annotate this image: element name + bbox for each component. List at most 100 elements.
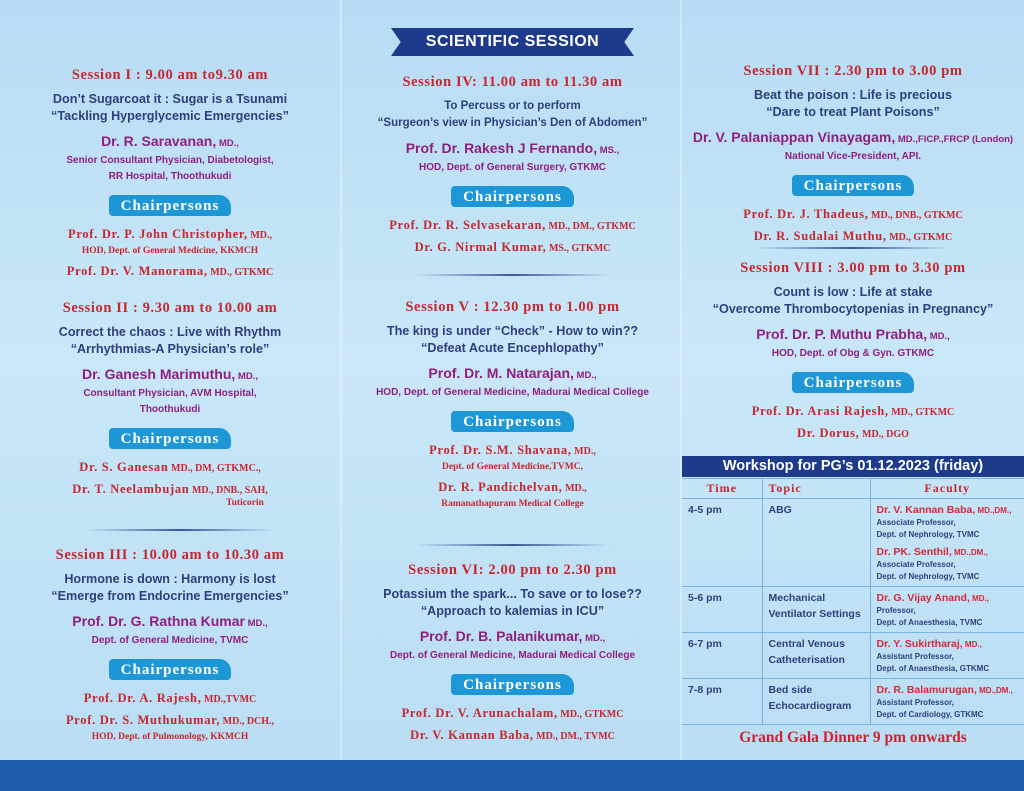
chairperson: Dr. G. Nirmal Kumar, MS., GTKMC [345,239,680,257]
row-time: 5-6 pm [682,586,763,633]
faculty-qualifications: MD.,DM., [976,686,1013,695]
session-block: Session V : 12.30 pm to 1.00 pm The king … [345,298,680,512]
header-faculty: Faculty [870,478,1024,499]
fold-line [340,0,342,760]
speaker-name: Dr. R. Saravanan, MD., [0,132,340,153]
chairperson-qualifications: MD., [247,230,272,241]
session-heading: Session III : 10.00 am to 10.30 am [55,547,285,563]
chairperson-affiliation: Ramanathapuram Medical College [441,499,584,509]
speaker-name-text: Dr. V. Palaniappan Vinayagam, [692,129,896,145]
chairperson: Prof. Dr. S. Muthukumar, MD., DCH., [0,712,340,730]
chairperson-name: Prof. Dr. R. Selvasekaran, [389,218,547,232]
chairperson-qualifications: MD., DNB., SAH, [189,485,268,496]
chairperson-qualifications: MD., DM., TVMC [533,731,615,742]
speaker-qualifications: MD., [216,138,239,149]
chairpersons-label: Chairpersons [108,195,232,216]
speaker-affiliation: HOD, Dept. of Obg & Gyn. GTKMC [771,348,935,359]
faculty-qualifications: MD.,DM., [975,506,1012,515]
session-topic: “Approach to kalemias in ICU” [420,603,605,618]
session-heading: Session VIII : 3.00 pm to 3.30 pm [740,260,966,276]
chairperson: Dr. V. Kannan Baba, MD., DM., TVMC [345,727,680,745]
session-block: Session IV: 11.00 am to 11.30 am To Percu… [345,73,680,257]
session-topic: “Arrhythmias-A Physician’s role” [70,341,270,356]
chairpersons-label-wrap: Chairpersons [345,401,680,438]
row-topic: ABG [762,498,871,587]
session-topic: “Defeat Acute Encephlopathy” [421,340,604,355]
chairperson-name: Prof. Dr. V. Arunachalam, [401,706,558,720]
chairperson-name: Prof. Dr. S.M. Shavana, [429,443,572,457]
speaker-name: Prof. Dr. G. Rathna Kumar MD., [0,612,340,633]
chairpersons-label: Chairpersons [451,411,574,432]
faculty-qualifications: MD.,DM., [951,548,988,557]
row-topic-line: ABG [768,504,792,516]
faculty-qualifications: MD., [969,594,989,603]
chairperson: Dr. S. Ganesan MD., DM, GTKMC., [0,459,340,477]
chairperson-name: Prof. Dr. J. Thadeus, [743,207,869,221]
chairperson-qualifications: MD., [571,446,596,457]
session-block: Session VI: 2.00 pm to 2.30 pm Potassium … [345,561,680,745]
faculty-designation: Dept. of Anaesthesia, TVMC [876,618,983,627]
speaker-name-text: Prof. Dr. B. Palanikumar, [419,628,583,644]
speaker-affiliation: National Vice-President, API. [784,151,922,162]
row-topic: Central Venous Catheterisation [762,632,871,679]
chairpersons-label: Chairpersons [451,186,574,207]
row-topic: Mechanical Ventilator Settings [762,586,871,633]
workshop-table: Time Topic Faculty 4-5 pm ABG Dr. V. Kanna… [682,478,1024,725]
session-heading: Session VII : 2.30 pm to 3.00 pm [743,63,963,79]
chairperson-name: Prof. Dr. A. Rajesh, [83,691,202,705]
chairpersons-label-wrap: Chairpersons [682,362,1024,399]
chairperson-qualifications: MD.,TVMC [201,694,257,705]
speaker-name: Prof. Dr. Rakesh J Fernando, MS., [345,139,680,160]
chairperson-name: Prof. Dr. Arasi Rajesh, [751,404,889,418]
chairperson-name: Dr. S. Ganesan [79,460,169,474]
column-middle: Session IV: 11.00 am to 11.30 am To Percu… [345,0,680,760]
session-topic: “Tackling Hyperglycemic Emergencies” [51,108,289,123]
chairperson-name: Dr. T. Neelambujan [72,482,190,496]
speaker-name: Dr. Ganesh Marimuthu, MD., [0,365,340,386]
session-topic: Correct the chaos : Live with Rhythm [58,325,282,339]
chairperson: Prof. Dr. Arasi Rajesh, MD., GTKMC [682,403,1024,421]
speaker-qualifications: MD., [245,618,268,629]
workshop-row: 4-5 pm ABG Dr. V. Kannan Baba, MD.,DM., Ass… [682,498,1024,587]
session-block: Session I : 9.00 am to9.30 am Don’t Sugar… [0,66,340,281]
speaker-qualifications: MS., [597,145,620,156]
row-topic: Bed side Echocardiogram [762,678,871,725]
session-heading: Session IV: 11.00 am to 11.30 am [402,74,623,90]
header-topic: Topic [762,478,871,499]
workshop-title: Workshop for PG’s 01.12.2023 (friday) [682,456,1024,477]
speaker-name: Prof. Dr. P. Muthu Prabha, MD., [682,325,1024,346]
chairperson: Dr. T. Neelambujan MD., DNB., SAH, [0,481,340,499]
divider [415,274,610,276]
session-block: Session II : 9.30 am to 10.00 am Correct … [0,299,340,511]
faculty-name-text: Dr. Y. Sukirtharaj, [876,638,963,650]
faculty-name: Dr. PK. Senthil, MD.,DM., [877,546,1019,559]
row-topic-line: Ventilator Settings [768,608,861,620]
row-time: 6-7 pm [682,632,763,679]
faculty-name: Dr. V. Kannan Baba, MD.,DM., [877,504,1019,517]
session-topic: Count is low : Life at stake [773,285,933,299]
session-topic: “Overcome Thrombocytopenias in Pregnancy… [712,301,994,316]
header-time: Time [682,478,763,499]
workshop-row: 7-8 pm Bed side Echocardiogram Dr. R. Balam… [682,678,1024,725]
footer-bar [0,760,1024,791]
session-block: Session VII : 2.30 pm to 3.00 pm Beat the… [682,62,1024,246]
chairperson-affiliation: Dept. of General Medicine,TVMC, [442,462,583,472]
chairperson: Prof. Dr. R. Selvasekaran, MD., DM., GTK… [345,217,680,235]
session-heading: Session V : 12.30 pm to 1.00 pm [405,299,620,315]
chairperson-qualifications: MD., GTKMC [557,709,624,720]
session-topic: The king is under “Check” - How to win?? [386,324,639,338]
row-topic-line: Central Venous [768,638,845,650]
chairpersons-label: Chairpersons [108,428,232,449]
session-heading: Session I : 9.00 am to9.30 am [71,67,269,83]
chairperson-name: Dr. R. Pandichelvan, [438,480,563,494]
row-topic-line: Bed side [768,684,813,696]
row-faculty: Dr. R. Balamurugan, MD.,DM., Assistant Pr… [870,678,1024,725]
faculty-designation: Associate Professor, [876,518,956,527]
faculty-qualifications: MD., [962,640,982,649]
workshop-row: 6-7 pm Central Venous Catheterisation Dr. Y… [682,632,1024,679]
session-topic: “Surgeon’s view in Physician’s Den of Ab… [377,116,648,129]
row-time: 4-5 pm [682,498,763,587]
chairperson: Dr. R. Sudalai Muthu, MD., GTKMC [682,228,1024,246]
speaker-name-text: Prof. Dr. G. Rathna Kumar [72,613,245,629]
session-topic: Beat the poison : Life is precious [753,88,953,102]
